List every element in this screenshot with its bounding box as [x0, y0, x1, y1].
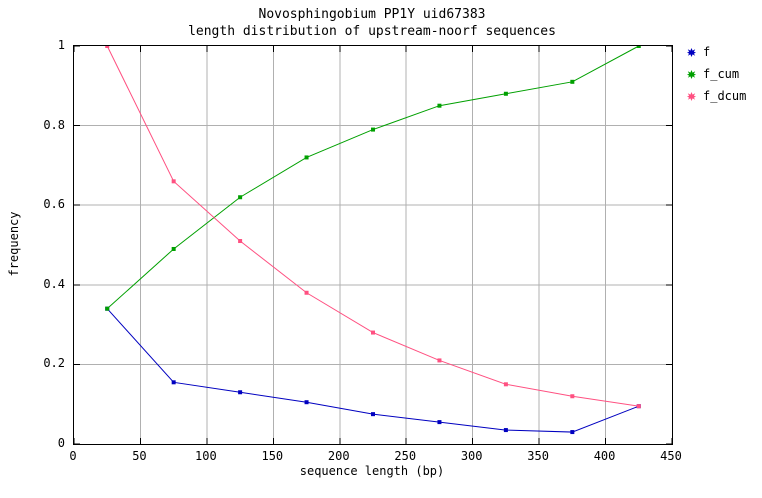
x-tick-label: 450 — [660, 449, 682, 463]
data-point-f_dcum — [437, 358, 442, 363]
data-point-f — [503, 428, 508, 433]
legend-item-f_cum: f_cum — [687, 63, 746, 85]
data-point-f — [171, 380, 176, 385]
data-point-f_dcum — [171, 179, 176, 184]
data-point-f — [238, 390, 243, 395]
y-axis-label: frequency — [7, 211, 21, 277]
x-tick-label: 250 — [394, 449, 417, 463]
data-point-f — [304, 400, 309, 405]
x-axis-label: sequence length (bp) — [299, 464, 445, 478]
data-point-f_dcum — [304, 290, 309, 295]
data-point-f — [570, 430, 575, 435]
legend-marker-icon — [687, 69, 696, 79]
x-tick-label: 0 — [69, 449, 77, 463]
x-tick-label: 300 — [460, 449, 483, 463]
data-point-f_cum — [105, 306, 110, 311]
y-tick-label: 0.6 — [43, 197, 65, 212]
y-tick-label: 1 — [57, 38, 65, 52]
data-point-f_cum — [503, 91, 508, 96]
data-point-f_dcum — [371, 330, 375, 335]
chart-subtitle: length distribution of upstream-noorf se… — [188, 24, 556, 39]
x-tick-label: 50 — [132, 449, 147, 463]
data-point-f_cum — [371, 127, 375, 132]
data-point-f_cum — [636, 46, 641, 48]
legend: f f_cum f_dcum — [687, 41, 746, 107]
series-line-f_dcum — [106, 46, 639, 407]
legend-label: f — [703, 45, 711, 59]
legend-marker-icon — [687, 47, 696, 57]
data-point-f_dcum — [636, 404, 641, 409]
y-tick-label: 0.2 — [43, 356, 65, 371]
legend-label: f_dcum — [703, 89, 747, 103]
data-point-f_dcum — [503, 382, 508, 387]
legend-item-f: f — [687, 41, 746, 63]
x-tick-label: 350 — [527, 449, 549, 463]
data-point-f — [371, 412, 375, 417]
data-point-f_cum — [570, 79, 575, 84]
plot-canvas — [74, 46, 672, 444]
y-tick-label: 0 — [57, 436, 65, 450]
legend-label: f_cum — [703, 67, 740, 81]
data-point-f_cum — [437, 103, 442, 108]
chart-title-block: Novosphingobium PP1Y uid67383 length dis… — [73, 6, 671, 40]
x-tick-label: 400 — [593, 449, 616, 463]
y-tick-label: 0.4 — [43, 276, 65, 291]
data-point-f_dcum — [238, 239, 243, 244]
series-line-f_cum — [106, 46, 640, 310]
data-point-f — [437, 420, 442, 425]
chart-title: Novosphingobium PP1Y uid67383 — [258, 7, 486, 22]
legend-item-f_dcum: f_dcum — [687, 85, 746, 107]
x-tick-label: 150 — [261, 449, 284, 463]
data-point-f_cum — [171, 246, 176, 251]
plot-area — [73, 45, 673, 445]
data-point-f_dcum — [105, 46, 110, 48]
legend-marker-icon — [687, 91, 696, 101]
y-tick-label: 0.8 — [43, 117, 65, 132]
x-tick-label: 100 — [195, 449, 217, 463]
data-point-f_cum — [304, 155, 309, 160]
x-tick-label: 200 — [327, 449, 350, 463]
data-point-f_cum — [238, 195, 243, 200]
data-point-f_dcum — [570, 394, 575, 399]
